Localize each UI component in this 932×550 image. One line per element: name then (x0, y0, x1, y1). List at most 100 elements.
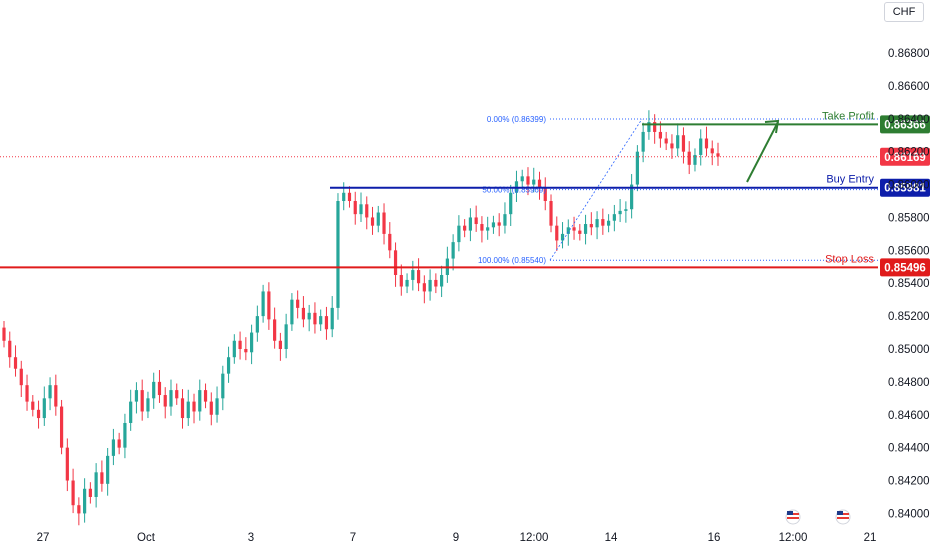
candle-body (353, 201, 357, 215)
candle-body (451, 242, 455, 259)
candle-body (255, 316, 259, 333)
candle-body (710, 148, 714, 154)
candle-body (393, 250, 398, 275)
candle-body (716, 153, 720, 157)
candle-body (589, 224, 593, 228)
x-tick-label: 12:00 (520, 532, 549, 544)
candle-body (100, 472, 104, 484)
candle-body (440, 275, 444, 287)
candle-body (307, 312, 311, 320)
candle-body (503, 214, 507, 226)
candle-body (71, 480, 75, 506)
candle-body (152, 381, 156, 399)
candle-body (549, 201, 553, 226)
candle-body (388, 233, 392, 251)
currency-label[interactable]: CHF (884, 2, 924, 22)
candle-body (555, 225, 559, 241)
candle-body (416, 270, 421, 284)
candle-body (198, 390, 202, 412)
candle-body (59, 406, 64, 448)
candle-body (42, 398, 46, 419)
candle-body (370, 217, 375, 226)
candle-body (422, 283, 426, 292)
x-axis: 27 Oct 3 7 9 12:00 14 16 12:00 21 (37, 532, 877, 544)
candle-body (330, 307, 334, 330)
candle-body (583, 224, 588, 234)
x-tick-label: Oct (137, 532, 156, 544)
candle-body (77, 505, 81, 514)
candle-body (284, 324, 288, 349)
candle-body (699, 138, 703, 155)
candle-body (601, 219, 605, 226)
candle-body (36, 409, 41, 419)
candle-body (606, 220, 611, 226)
candle-body (157, 381, 162, 396)
y-tick-label: 0.84000 (888, 508, 930, 520)
buy_entry-price-value: 0.85981 (884, 183, 926, 195)
candle-body (497, 222, 501, 226)
candle-body (411, 270, 415, 280)
stop_loss-label: Stop Loss (825, 253, 874, 265)
candle-body (693, 154, 697, 165)
candle-body (434, 279, 438, 287)
candle-body (19, 368, 23, 386)
candle-body (134, 390, 139, 402)
candle-body (526, 176, 530, 185)
event-flags (785, 509, 851, 525)
fib-trend-line (549, 118, 643, 261)
candle-body (624, 209, 628, 211)
y-tick-label: 0.84800 (888, 377, 930, 389)
y-tick-label: 0.85600 (888, 245, 930, 257)
candle-body (54, 385, 58, 407)
candles-group (2, 110, 720, 526)
candle-body (704, 138, 709, 149)
candle-body (670, 143, 674, 149)
candle-body (111, 439, 116, 456)
candle-body (347, 192, 352, 202)
y-tick-label: 0.86200 (888, 147, 930, 159)
fib-label-mid: 50.00% (0.85969) (482, 186, 546, 195)
candle-body (88, 488, 92, 497)
candle-body (595, 219, 599, 228)
candle-body (376, 212, 380, 226)
candle-body (480, 224, 484, 231)
take_profit-label: Take Profit (822, 110, 874, 122)
candle-body (267, 291, 271, 320)
candle-body (25, 385, 29, 402)
y-tick-label: 0.86000 (888, 180, 930, 192)
y-tick-label: 0.84400 (888, 443, 930, 455)
y-tick-label: 0.85400 (888, 278, 930, 290)
candle-body (630, 184, 634, 210)
y-tick-label: 0.86400 (888, 114, 930, 126)
candle-body (635, 151, 639, 185)
candle-body (140, 390, 144, 412)
candle-body (474, 217, 478, 225)
candle-body (301, 307, 306, 320)
candle-body (342, 192, 346, 202)
candle-body (572, 227, 576, 231)
candle-body (336, 201, 340, 308)
candle-body (226, 357, 231, 374)
candle-body (641, 131, 645, 152)
candle-body (13, 357, 18, 369)
fibonacci-retracement: 0.00% (0.86399) 50.00% (0.85969) 100.00% (… (478, 115, 878, 265)
y-tick-label: 0.84200 (888, 476, 930, 488)
candle-body (203, 390, 208, 402)
us-flag-icon[interactable] (785, 509, 801, 525)
candle-body (83, 488, 87, 514)
candle-body (129, 401, 133, 423)
x-tick-label: 9 (453, 532, 459, 544)
candle-body (658, 131, 663, 139)
candle-body (249, 332, 254, 353)
candle-body (192, 401, 196, 412)
candle-body (186, 401, 190, 419)
candle-body (169, 390, 173, 407)
candle-body (612, 214, 616, 221)
candle-body (215, 398, 219, 415)
us-flag-icon[interactable] (835, 509, 851, 525)
buy_entry-label: Buy Entry (826, 174, 874, 186)
candle-body (537, 179, 542, 188)
x-tick-label: 7 (350, 532, 356, 544)
candle-body (319, 316, 323, 325)
